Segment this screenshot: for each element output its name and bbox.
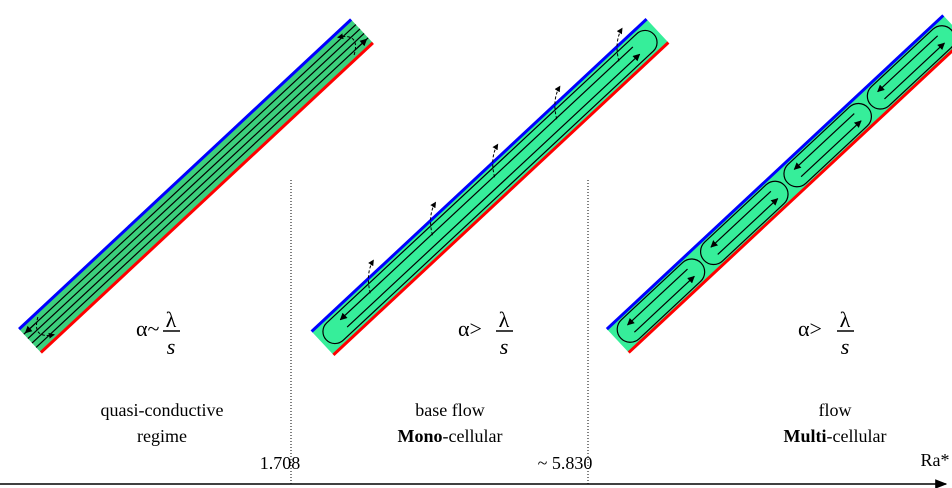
- relation: α>: [458, 316, 482, 341]
- channel-multi: [607, 15, 952, 352]
- caption-rest: -cellular: [443, 426, 503, 446]
- caption-bold: Mono: [398, 426, 443, 446]
- caption-bold: Multi: [784, 426, 827, 446]
- caption: base flow: [415, 400, 484, 420]
- caption: regime: [137, 426, 187, 446]
- denominator: s: [167, 334, 176, 359]
- threshold-label: ~ 5.830: [538, 453, 593, 473]
- caption: Multi-cellular: [784, 426, 887, 446]
- relation: α>: [798, 316, 822, 341]
- caption: quasi-conductive: [101, 400, 224, 420]
- denominator: s: [841, 334, 850, 359]
- caption-rest: -cellular: [827, 426, 887, 446]
- relation: α~: [136, 316, 160, 341]
- caption: flow: [819, 400, 852, 420]
- diagram: α~ λ s α> λ s α> λ s quasi-conductive re…: [0, 0, 952, 488]
- formula: α> λ s: [798, 307, 854, 359]
- numerator: λ: [499, 307, 510, 332]
- threshold-label: 1.708: [260, 453, 301, 473]
- numerator: λ: [166, 307, 177, 332]
- channel-conductive: [19, 19, 373, 352]
- formula: α> λ s: [458, 307, 513, 359]
- axis-label: Ra*: [921, 450, 950, 470]
- caption: Mono-cellular: [398, 426, 503, 446]
- formula: α~ λ s: [136, 307, 180, 359]
- numerator: λ: [840, 307, 851, 332]
- channel-mono: [305, 12, 669, 355]
- denominator: s: [500, 334, 509, 359]
